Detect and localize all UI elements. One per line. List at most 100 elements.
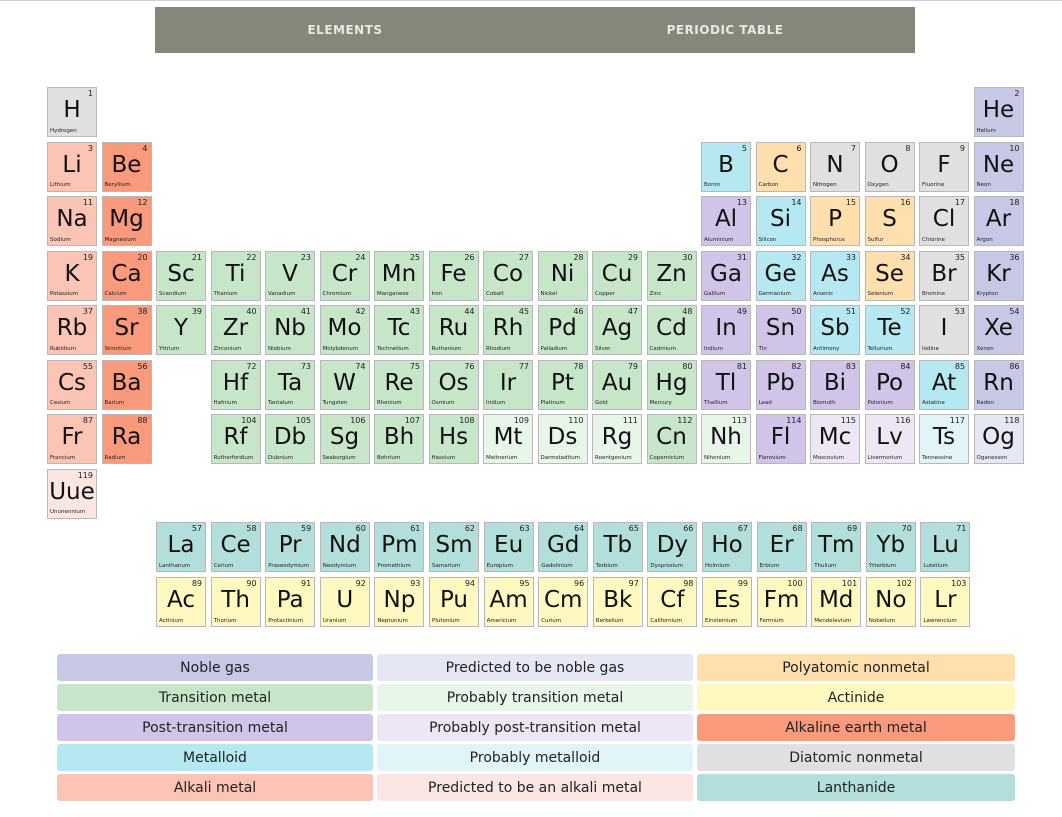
element-cell-ga[interactable]: 31 Ga Gallium <box>701 250 751 301</box>
element-cell-ta[interactable]: 73 Ta Tantalum <box>265 359 315 410</box>
element-cell-na[interactable]: 11 Na Sodium <box>47 196 97 246</box>
element-cell-ni[interactable]: 28 Ni Nickel <box>537 250 588 301</box>
element-cell-rh[interactable]: 45 Rh Rhodium <box>483 305 533 355</box>
element-cell-po[interactable]: 84 Po Polonium <box>864 359 915 410</box>
element-cell-tm[interactable]: 69 Tm Thulium <box>811 522 862 572</box>
element-cell-rf[interactable]: 104 Rf Rutherfordium <box>210 414 261 464</box>
legend-item-actinide[interactable]: Actinide <box>697 684 1015 711</box>
legend-item-noble[interactable]: Noble gas <box>57 654 373 681</box>
element-cell-la[interactable]: 57 La Lanthanum <box>156 522 206 572</box>
element-cell-sc[interactable]: 21 Sc Scandium <box>156 250 206 301</box>
legend-item-pred-alkali[interactable]: Predicted to be an alkali metal <box>377 774 693 801</box>
element-cell-au[interactable]: 79 Au Gold <box>592 359 642 410</box>
element-cell-ds[interactable]: 110 Ds Darmstadtium <box>537 414 588 464</box>
element-cell-ce[interactable]: 58 Ce Cerium <box>210 522 261 572</box>
element-cell-yb[interactable]: 70 Yb Ytterbium <box>865 522 916 572</box>
element-cell-at[interactable]: 85 At Astatine <box>919 359 969 410</box>
element-cell-cn[interactable]: 112 Cn Copernicium <box>646 414 697 464</box>
element-cell-br[interactable]: 35 Br Bromine <box>919 250 969 301</box>
element-cell-ar[interactable]: 18 Ar Argon <box>973 196 1024 246</box>
element-cell-pd[interactable]: 46 Pd Palladium <box>537 305 588 355</box>
element-cell-zr[interactable]: 40 Zr Zirconium <box>210 305 261 355</box>
element-cell-pb[interactable]: 82 Pb Lead <box>755 359 806 410</box>
element-cell-cm[interactable]: 96 Cm Curium <box>538 577 589 627</box>
element-cell-fm[interactable]: 100 Fm Fermium <box>756 577 807 627</box>
element-cell-si[interactable]: 14 Si Silicon <box>755 196 806 246</box>
element-cell-mt[interactable]: 109 Mt Meitnerium <box>483 414 533 464</box>
legend-item-prob-post[interactable]: Probably post-transition metal <box>377 714 693 741</box>
element-cell-eu[interactable]: 63 Eu Europium <box>483 522 534 572</box>
element-cell-w[interactable]: 74 W Tungsten <box>319 359 370 410</box>
element-cell-fe[interactable]: 26 Fe Iron <box>428 250 479 301</box>
element-cell-cs[interactable]: 55 Cs Cesium <box>47 359 97 410</box>
element-cell-pm[interactable]: 61 Pm Promethium <box>374 522 425 572</box>
element-cell-s[interactable]: 16 S Sulfur <box>864 196 915 246</box>
legend-item-metalloid[interactable]: Metalloid <box>57 744 373 771</box>
element-cell-mg[interactable]: 12 Mg Magnesium <box>101 196 152 246</box>
element-cell-ge[interactable]: 32 Ge Germanium <box>755 250 806 301</box>
element-cell-hs[interactable]: 108 Hs Hassium <box>428 414 479 464</box>
element-cell-am[interactable]: 95 Am Americium <box>483 577 534 627</box>
legend-item-diatomic[interactable]: Diatomic nonmetal <box>697 744 1015 771</box>
element-cell-os[interactable]: 76 Os Osmium <box>428 359 479 410</box>
element-cell-tb[interactable]: 65 Tb Terbium <box>592 522 643 572</box>
element-cell-nb[interactable]: 41 Nb Niobium <box>265 305 315 355</box>
legend-item-alkaline[interactable]: Alkaline earth metal <box>697 714 1015 741</box>
element-cell-bi[interactable]: 83 Bi Bismuth <box>810 359 860 410</box>
element-cell-re[interactable]: 75 Re Rhenium <box>374 359 424 410</box>
element-cell-be[interactable]: 4 Be Beryllium <box>101 141 152 192</box>
element-cell-lr[interactable]: 103 Lr Lawrencium <box>920 577 971 627</box>
element-cell-es[interactable]: 99 Es Einsteinium <box>702 577 752 627</box>
element-cell-b[interactable]: 5 B Boron <box>701 141 751 192</box>
element-cell-u[interactable]: 92 U Uranium <box>319 577 370 627</box>
element-cell-ts[interactable]: 117 Ts Tennessine <box>919 414 969 464</box>
element-cell-bh[interactable]: 107 Bh Bohrium <box>374 414 424 464</box>
element-cell-ca[interactable]: 20 Ca Calcium <box>101 250 152 301</box>
element-cell-og[interactable]: 118 Og Oganesson <box>973 414 1024 464</box>
element-cell-kr[interactable]: 36 Kr Krypton <box>973 250 1024 301</box>
element-cell-bk[interactable]: 97 Bk Berkelium <box>592 577 643 627</box>
element-cell-np[interactable]: 93 Np Neptunium <box>374 577 425 627</box>
element-cell-th[interactable]: 90 Th Thorium <box>210 577 261 627</box>
element-cell-sm[interactable]: 62 Sm Samarium <box>429 522 479 572</box>
element-cell-mn[interactable]: 25 Mn Manganese <box>374 250 424 301</box>
element-cell-in[interactable]: 49 In Indium <box>701 305 751 355</box>
element-cell-c[interactable]: 6 C Carbon <box>755 141 806 192</box>
tab-elements[interactable]: ELEMENTS <box>307 23 383 37</box>
element-cell-o[interactable]: 8 O Oxygen <box>864 141 915 192</box>
element-cell-ra[interactable]: 88 Ra Radium <box>101 414 152 464</box>
legend-item-post-transition[interactable]: Post-transition metal <box>57 714 373 741</box>
element-cell-er[interactable]: 68 Er Erbium <box>756 522 807 572</box>
legend-item-prob-metalloid[interactable]: Probably metalloid <box>377 744 693 771</box>
element-cell-fl[interactable]: 114 Fl Flerovium <box>755 414 806 464</box>
element-cell-sg[interactable]: 106 Sg Seaborgium <box>319 414 370 464</box>
element-cell-p[interactable]: 15 P Phosphorus <box>810 196 860 246</box>
element-cell-pt[interactable]: 78 Pt Platinum <box>537 359 588 410</box>
element-cell-co[interactable]: 27 Co Cobalt <box>483 250 533 301</box>
legend-item-prob-transition[interactable]: Probably transition metal <box>377 684 693 711</box>
element-cell-ho[interactable]: 67 Ho Holmium <box>702 522 752 572</box>
element-cell-he[interactable]: 2 He Helium <box>973 87 1024 137</box>
element-cell-cf[interactable]: 98 Cf Californium <box>647 577 698 627</box>
element-cell-v[interactable]: 23 V Vanadium <box>265 250 315 301</box>
element-cell-hf[interactable]: 72 Hf Hafnium <box>210 359 261 410</box>
tab-periodic-table[interactable]: PERIODIC TABLE <box>666 23 784 37</box>
element-cell-se[interactable]: 34 Se Selenium <box>864 250 915 301</box>
element-cell-li[interactable]: 3 Li Lithium <box>47 141 97 192</box>
element-cell-md[interactable]: 101 Md Mendelevium <box>811 577 862 627</box>
element-cell-y[interactable]: 39 Y Yttrium <box>156 305 206 355</box>
element-cell-cd[interactable]: 48 Cd Cadmium <box>646 305 697 355</box>
legend-item-polyatomic[interactable]: Polyatomic nonmetal <box>697 654 1015 681</box>
element-cell-as[interactable]: 33 As Arsenic <box>810 250 860 301</box>
element-cell-rb[interactable]: 37 Rb Rubidium <box>47 305 97 355</box>
element-cell-ba[interactable]: 56 Ba Barium <box>101 359 152 410</box>
element-cell-ac[interactable]: 89 Ac Actinium <box>156 577 206 627</box>
element-cell-dy[interactable]: 66 Dy Dysprosium <box>647 522 698 572</box>
element-cell-mo[interactable]: 42 Mo Molybdenum <box>319 305 370 355</box>
element-cell-no[interactable]: 102 No Nobelium <box>865 577 916 627</box>
element-cell-ne[interactable]: 10 Ne Neon <box>973 141 1024 192</box>
legend-item-alkali[interactable]: Alkali metal <box>57 774 373 801</box>
element-cell-tl[interactable]: 81 Tl Thallium <box>701 359 751 410</box>
element-cell-nd[interactable]: 60 Nd Neodymium <box>319 522 370 572</box>
element-cell-h[interactable]: 1 H Hydrogen <box>47 87 97 137</box>
